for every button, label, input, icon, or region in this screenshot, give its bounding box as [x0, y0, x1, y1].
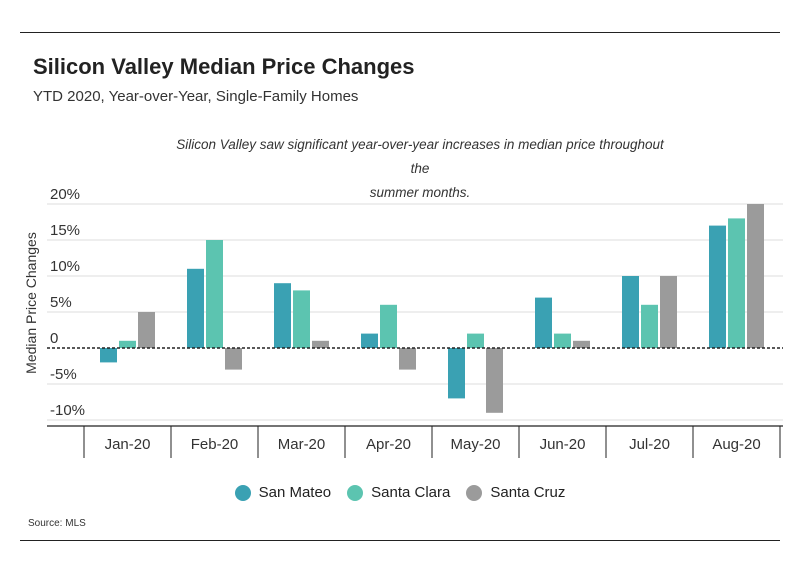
top-rule — [20, 32, 780, 33]
bar — [709, 225, 726, 348]
annotation-line-2: summer months. — [369, 185, 471, 200]
y-tick-label: -10% — [50, 402, 85, 419]
bar — [138, 312, 155, 348]
chart-legend: San Mateo Santa Clara Santa Cruz — [0, 484, 800, 505]
bar — [622, 276, 639, 348]
bar — [206, 240, 223, 348]
bar — [380, 304, 397, 348]
legend-swatch — [466, 484, 483, 501]
bar — [641, 304, 658, 348]
x-tick-label: Jan-20 — [105, 436, 151, 453]
y-tick-label: 20% — [50, 186, 80, 203]
bar — [486, 348, 503, 413]
y-tick-label: 10% — [50, 258, 80, 275]
bar — [312, 340, 329, 348]
legend-label: Santa Clara — [371, 484, 451, 501]
source-note: Source: MLS — [28, 518, 86, 529]
bar — [573, 340, 590, 348]
legend-item: Santa Clara — [347, 484, 450, 501]
y-tick-label: -5% — [50, 366, 77, 383]
y-tick-label: 15% — [50, 222, 80, 239]
chart-title: Silicon Valley Median Price Changes — [33, 54, 415, 79]
x-tick-label: Jul-20 — [629, 436, 670, 453]
legend-item: San Mateo — [234, 484, 332, 501]
y-tick-label: 5% — [50, 294, 72, 311]
x-tick-label: Aug-20 — [712, 436, 760, 453]
bar — [747, 204, 764, 348]
bar — [225, 348, 242, 370]
bar — [100, 348, 117, 363]
bar — [274, 283, 291, 348]
x-tick-label: Apr-20 — [366, 436, 411, 453]
bar — [535, 297, 552, 348]
bar — [467, 333, 484, 348]
bottom-rule — [20, 540, 780, 541]
x-tick-label: May-20 — [450, 436, 500, 453]
bar — [119, 340, 136, 348]
bar — [361, 333, 378, 348]
x-tick-label: Mar-20 — [278, 436, 326, 453]
legend-label: Santa Cruz — [490, 484, 566, 501]
y-axis-title: Median Price Changes — [23, 232, 39, 374]
bar — [728, 218, 745, 348]
x-tick-label: Jun-20 — [540, 436, 586, 453]
legend-label: San Mateo — [258, 484, 332, 501]
bar — [660, 276, 677, 348]
y-tick-label: 0 — [50, 330, 58, 347]
chart-subtitle: YTD 2020, Year-over-Year, Single-Family … — [33, 88, 359, 105]
bar — [293, 290, 310, 348]
bar — [187, 268, 204, 348]
bar — [554, 333, 571, 348]
legend-swatch — [347, 484, 364, 501]
legend-swatch — [234, 484, 251, 501]
legend-item: Santa Cruz — [466, 484, 565, 501]
annotation-line-1: Silicon Valley saw significant year-over… — [176, 137, 664, 176]
bar-chart: 20% 15% 10% 5% 0 -5% -10% Median Price Changes J… — [23, 186, 783, 458]
chart-annotation: Silicon Valley saw significant year-over… — [170, 133, 670, 205]
bar — [448, 348, 465, 399]
x-tick-label: Feb-20 — [191, 436, 239, 453]
bar — [399, 348, 416, 370]
